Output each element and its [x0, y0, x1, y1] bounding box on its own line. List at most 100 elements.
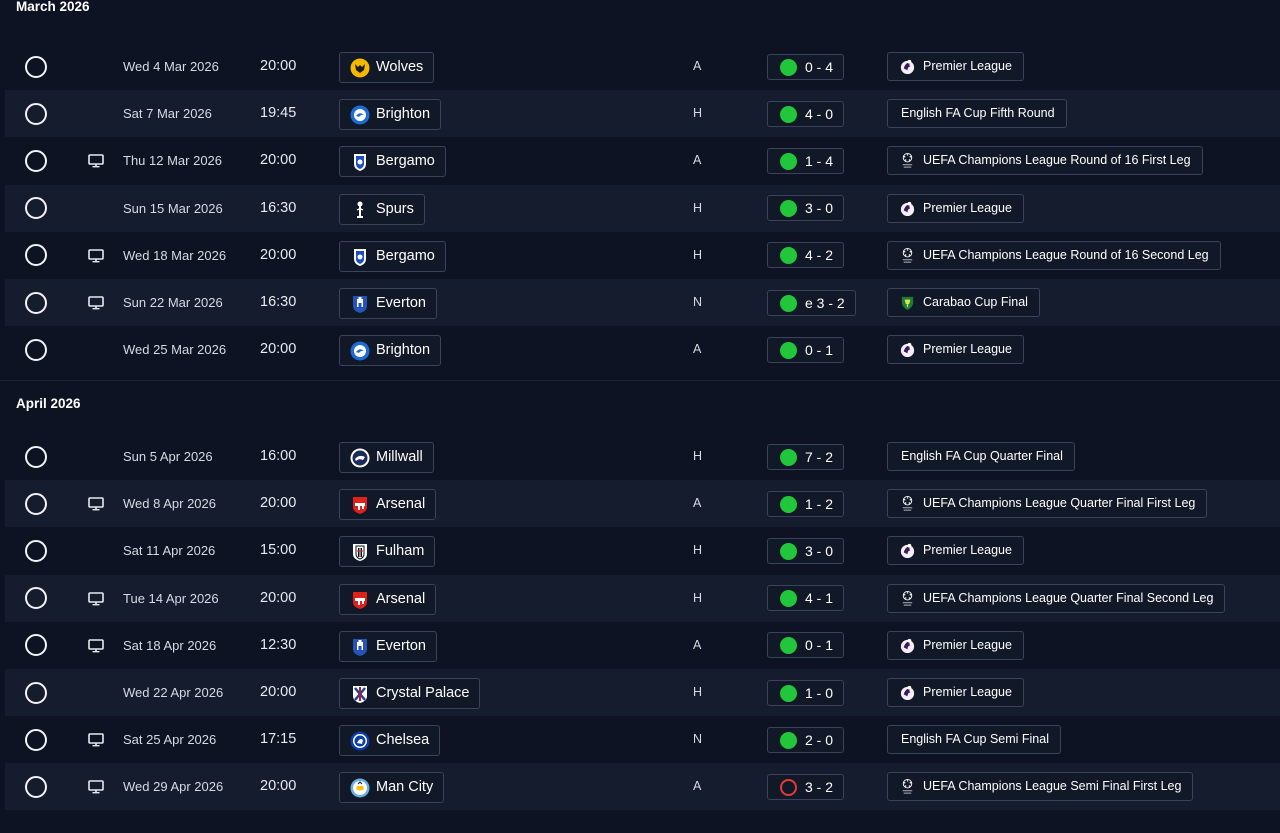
fixture-row[interactable]: Tue 14 Apr 2026 20:00 Arsenal H 4 - 1 UEFA Ch…	[5, 574, 1280, 622]
competition-button[interactable]: Premier League	[887, 536, 1024, 566]
select-fixture-radio[interactable]	[25, 775, 47, 798]
result-button[interactable]: 1 - 2	[767, 490, 845, 517]
opponent-button[interactable]: Bergamo	[339, 240, 446, 272]
competition-button[interactable]: English FA Cup Fifth Round	[887, 99, 1067, 129]
result-button[interactable]: 3 - 2	[767, 773, 845, 800]
fixture-row[interactable]: Thu 12 Mar 2026 20:00 Bergamo A 1 - 4 UEFA Ch…	[5, 137, 1280, 185]
select-fixture-radio[interactable]	[25, 291, 47, 314]
opponent-button[interactable]: Everton	[339, 288, 437, 319]
opponent-button[interactable]: Chelsea	[339, 725, 441, 757]
opponent-button[interactable]: Bergamo	[339, 146, 446, 178]
opponent-name: Fulham	[376, 543, 425, 560]
result-button[interactable]: 3 - 0	[767, 537, 845, 564]
opponent-button[interactable]: Man City	[339, 772, 445, 804]
result-button[interactable]: 4 - 0	[767, 100, 845, 127]
month-header: April 2026	[0, 380, 1280, 424]
result-button[interactable]: 4 - 1	[767, 585, 845, 612]
opponent-button[interactable]: Brighton	[339, 99, 442, 131]
win-indicator-icon	[780, 105, 797, 123]
select-fixture-radio[interactable]	[25, 634, 47, 657]
result-button[interactable]: 0 - 4	[767, 53, 845, 80]
opponent-button[interactable]: Spurs	[339, 193, 425, 225]
fixture-row[interactable]: Sun 5 Apr 2026 16:00 Millwall H 7 - 2 English…	[5, 433, 1280, 480]
result-button[interactable]: 1 - 0	[767, 679, 845, 706]
select-fixture-radio[interactable]	[25, 149, 47, 172]
competition-button[interactable]: UEFA Champions League Round of 16 First …	[887, 146, 1203, 176]
select-fixture-radio[interactable]	[25, 728, 47, 751]
opponent-button[interactable]: Everton	[339, 630, 437, 662]
select-fixture-radio[interactable]	[25, 55, 47, 78]
venue-indicator: A	[693, 637, 702, 652]
kickoff-time: 20:00	[260, 58, 297, 74]
score: 1 - 2	[805, 495, 834, 512]
opponent-button[interactable]: Arsenal	[339, 583, 437, 615]
opponent-button[interactable]: Wolves	[339, 52, 435, 83]
result-button[interactable]: 2 - 0	[767, 726, 845, 753]
opponent-name: Everton	[376, 295, 426, 311]
result-button[interactable]: 0 - 1	[767, 632, 845, 659]
opponent-button[interactable]: Brighton	[339, 335, 442, 367]
select-fixture-radio[interactable]	[25, 197, 47, 220]
competition-button[interactable]: Carabao Cup Final	[887, 288, 1040, 317]
competition-button[interactable]: English FA Cup Quarter Final	[887, 442, 1075, 471]
win-indicator-icon	[780, 637, 797, 655]
fixture-row[interactable]: Wed 18 Mar 2026 20:00 Bergamo H 4 - 2 UEFA Ch…	[5, 231, 1280, 279]
competition-button[interactable]: English FA Cup Semi Final	[887, 725, 1061, 755]
result-button[interactable]: 7 - 2	[767, 443, 845, 470]
opponent-button[interactable]: Fulham	[339, 536, 436, 568]
fixture-row[interactable]: Sun 15 Mar 2026 16:30 Spurs H 3 - 0 Premier L…	[5, 184, 1280, 232]
opponent-name: Arsenal	[376, 496, 426, 513]
opponent-name: Everton	[376, 637, 426, 654]
fixture-row[interactable]: Sat 25 Apr 2026 17:15 Chelsea N 2 - 0 English…	[5, 716, 1280, 764]
win-indicator-icon	[780, 341, 797, 359]
opponent-button[interactable]: Millwall	[339, 442, 434, 473]
result-button[interactable]: 0 - 1	[767, 336, 845, 363]
premier-league-icon	[899, 637, 916, 654]
fixture-row[interactable]: Sat 7 Mar 2026 19:45 Brighton H 4 - 0 English…	[5, 90, 1280, 138]
select-fixture-radio[interactable]	[25, 445, 47, 468]
tv-broadcast-icon	[88, 733, 104, 747]
competition-button[interactable]: UEFA Champions League Semi Final First L…	[887, 772, 1194, 802]
premier-league-icon	[899, 58, 916, 75]
select-fixture-radio[interactable]	[25, 102, 47, 125]
score: 0 - 1	[805, 637, 834, 654]
competition-name: English FA Cup Semi Final	[901, 732, 1049, 747]
competition-button[interactable]: Premier League	[887, 335, 1024, 365]
result-button[interactable]: 4 - 2	[767, 242, 845, 269]
fixture-row[interactable]: Sat 11 Apr 2026 15:00 Fulham H 3 - 0 Premier …	[5, 527, 1280, 575]
win-indicator-icon	[780, 200, 797, 218]
opponent-button[interactable]: Crystal Palace	[339, 678, 481, 709]
arsenal-crest-icon	[350, 590, 370, 610]
competition-button[interactable]: UEFA Champions League Quarter Final Seco…	[887, 583, 1226, 613]
competition-button[interactable]: Premier League	[887, 678, 1024, 707]
kickoff-time: 20:00	[260, 152, 297, 169]
fixture-row[interactable]: Sat 18 Apr 2026 12:30 Everton A 0 - 1 Premier…	[5, 621, 1280, 669]
champions-league-icon	[899, 152, 916, 169]
fixture-row[interactable]: Wed 8 Apr 2026 20:00 Arsenal A 1 - 2 UEFA Cha…	[5, 480, 1280, 528]
fixture-row[interactable]: Wed 4 Mar 2026 20:00 Wolves A 0 - 4 Premier L…	[5, 43, 1280, 90]
kickoff-time: 20:00	[260, 341, 297, 358]
fixture-row[interactable]: Wed 29 Apr 2026 20:00 Man City A 3 - 2 UEFA C…	[5, 763, 1280, 811]
venue-indicator: A	[693, 779, 702, 794]
result-button[interactable]: e 3 - 2	[767, 289, 856, 316]
competition-button[interactable]: Premier League	[887, 630, 1024, 660]
competition-button[interactable]: Premier League	[887, 52, 1024, 81]
select-fixture-radio[interactable]	[25, 338, 47, 361]
wolves-crest-icon	[350, 58, 370, 78]
select-fixture-radio[interactable]	[25, 681, 47, 704]
opponent-button[interactable]: Arsenal	[339, 489, 437, 521]
fixture-row[interactable]: Wed 25 Mar 2026 20:00 Brighton A 0 - 1 Premie…	[5, 326, 1280, 374]
select-fixture-radio[interactable]	[25, 244, 47, 267]
select-fixture-radio[interactable]	[25, 539, 47, 562]
fixture-row[interactable]: Wed 22 Apr 2026 20:00 Crystal Palace H 1 - 0…	[5, 669, 1280, 716]
man-city-crest-icon	[350, 778, 370, 798]
score: 4 - 1	[805, 590, 834, 607]
result-button[interactable]: 1 - 4	[767, 147, 845, 174]
result-button[interactable]: 3 - 0	[767, 195, 845, 222]
competition-button[interactable]: UEFA Champions League Quarter Final Firs…	[887, 489, 1208, 519]
select-fixture-radio[interactable]	[25, 587, 47, 610]
competition-button[interactable]: UEFA Champions League Round of 16 Second…	[887, 240, 1221, 270]
select-fixture-radio[interactable]	[25, 492, 47, 515]
competition-button[interactable]: Premier League	[887, 193, 1024, 223]
